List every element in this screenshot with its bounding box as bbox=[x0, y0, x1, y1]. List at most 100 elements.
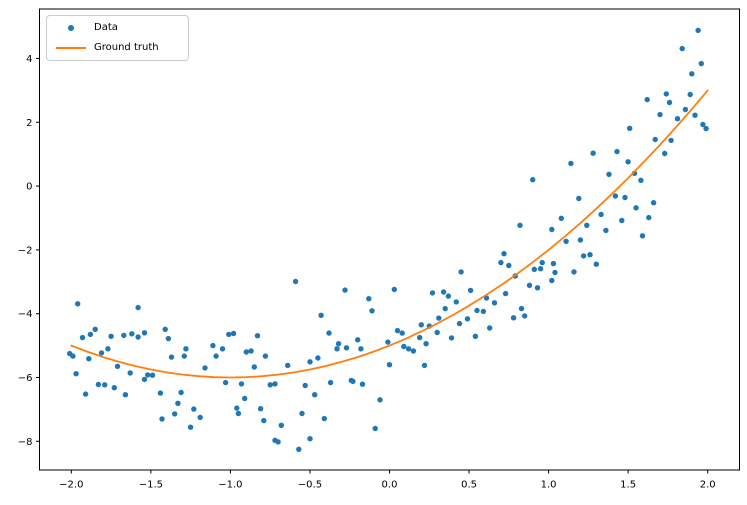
data-point bbox=[391, 286, 397, 293]
data-point bbox=[159, 416, 165, 422]
data-point bbox=[114, 363, 121, 369]
data-point bbox=[563, 238, 569, 244]
x-tick-label: 1.0 bbox=[541, 480, 557, 491]
data-point bbox=[385, 339, 391, 345]
data-point bbox=[292, 278, 299, 285]
data-point bbox=[506, 262, 512, 269]
data-point bbox=[622, 194, 628, 201]
data-point bbox=[568, 160, 574, 167]
data-point bbox=[612, 193, 619, 199]
data-point bbox=[366, 296, 372, 302]
data-point bbox=[285, 362, 291, 369]
data-point bbox=[254, 333, 261, 339]
data-point bbox=[275, 439, 281, 445]
data-point bbox=[580, 253, 587, 259]
legend-label-ground-truth: Ground truth bbox=[94, 42, 159, 54]
data-point bbox=[474, 307, 480, 314]
data-point bbox=[135, 304, 141, 311]
data-point bbox=[530, 177, 536, 183]
data-point bbox=[480, 308, 487, 315]
data-point bbox=[700, 121, 706, 128]
data-point bbox=[82, 391, 89, 397]
data-point bbox=[603, 227, 609, 234]
data-point bbox=[571, 269, 577, 275]
x-tick-label: −1.5 bbox=[139, 480, 163, 491]
data-point bbox=[703, 125, 709, 132]
data-point bbox=[458, 269, 464, 275]
data-point bbox=[145, 372, 151, 378]
data-point bbox=[662, 150, 668, 157]
data-point bbox=[172, 411, 178, 417]
data-point bbox=[135, 334, 141, 340]
data-point bbox=[429, 290, 436, 296]
data-point bbox=[657, 111, 663, 118]
data-point bbox=[625, 159, 631, 165]
data-point bbox=[318, 312, 324, 318]
data-point bbox=[405, 346, 412, 352]
data-point bbox=[539, 259, 545, 266]
data-point bbox=[510, 315, 517, 321]
data-point bbox=[299, 410, 305, 417]
data-point bbox=[576, 195, 582, 202]
data-point bbox=[181, 353, 187, 359]
data-point bbox=[399, 330, 405, 336]
data-point bbox=[453, 299, 459, 305]
data-point bbox=[261, 417, 267, 424]
data-point bbox=[127, 370, 133, 376]
data-point bbox=[73, 371, 79, 377]
data-point bbox=[650, 200, 657, 206]
data-point bbox=[534, 285, 541, 291]
data-point bbox=[436, 315, 442, 321]
data-point bbox=[421, 362, 428, 369]
data-point bbox=[377, 397, 383, 403]
data-point bbox=[183, 346, 189, 352]
data-point bbox=[652, 136, 658, 143]
data-point bbox=[417, 334, 423, 341]
data-point bbox=[251, 364, 257, 370]
data-point bbox=[522, 313, 528, 319]
data-point bbox=[315, 355, 321, 361]
legend-entry-data: Data bbox=[47, 19, 188, 37]
legend-marker-cell bbox=[47, 24, 94, 31]
x-tick-label: 1.5 bbox=[620, 480, 636, 491]
data-point bbox=[467, 287, 474, 294]
data-point bbox=[235, 410, 242, 417]
data-point bbox=[491, 300, 498, 306]
data-point bbox=[549, 226, 555, 233]
data-point bbox=[644, 96, 650, 103]
x-tick-label: −2.0 bbox=[59, 480, 83, 491]
data-point bbox=[359, 381, 366, 387]
data-point bbox=[445, 293, 452, 299]
data-point bbox=[79, 334, 86, 341]
data-point bbox=[307, 359, 313, 365]
data-point bbox=[121, 332, 127, 339]
data-point bbox=[350, 378, 356, 384]
x-tick-label: 0.0 bbox=[382, 480, 398, 491]
data-point bbox=[168, 354, 175, 360]
data-point bbox=[334, 346, 340, 352]
y-tick-label: 2 bbox=[26, 118, 32, 129]
data-point bbox=[267, 382, 273, 388]
data-point bbox=[312, 392, 318, 398]
data-point bbox=[335, 341, 342, 347]
data-point bbox=[674, 116, 681, 122]
data-point bbox=[95, 381, 102, 388]
ground-truth-curve bbox=[70, 89, 709, 379]
data-point bbox=[663, 91, 669, 97]
x-tick-label: −1.0 bbox=[218, 480, 242, 491]
data-point bbox=[668, 137, 674, 144]
data-point bbox=[197, 414, 203, 421]
legend: Data Ground truth bbox=[46, 15, 189, 61]
data-point bbox=[326, 330, 332, 336]
data-point bbox=[577, 237, 584, 243]
data-point bbox=[537, 266, 544, 272]
y-tick-label: 0 bbox=[26, 182, 32, 193]
data-point bbox=[394, 327, 401, 334]
data-point bbox=[692, 112, 698, 118]
data-point bbox=[111, 385, 118, 391]
data-point bbox=[210, 342, 216, 349]
legend-marker-cell bbox=[47, 47, 94, 50]
data-point bbox=[122, 392, 129, 398]
